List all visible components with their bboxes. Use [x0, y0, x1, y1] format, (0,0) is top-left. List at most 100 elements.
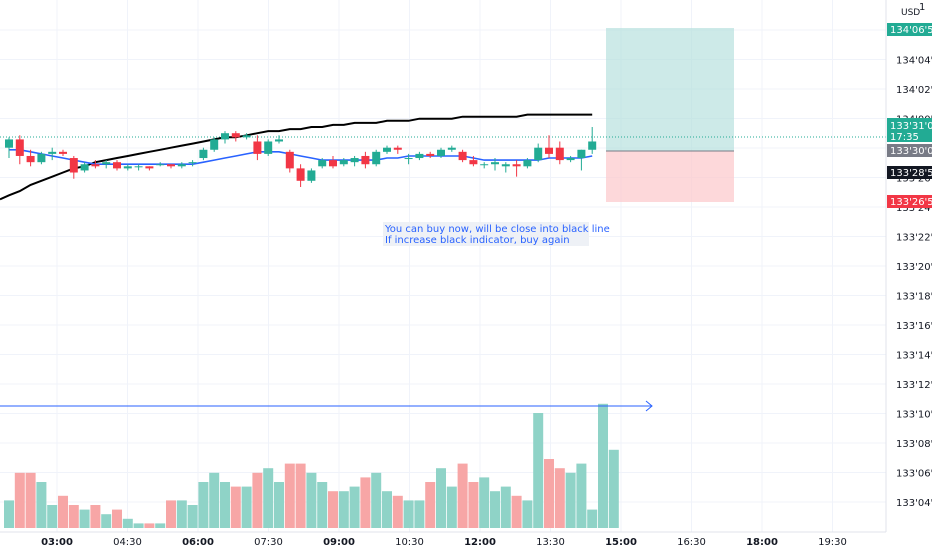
time-tick-label: 07:30 [254, 537, 283, 548]
candle-body[interactable] [123, 166, 132, 169]
target-zone[interactable] [606, 28, 734, 151]
stop1-price-tag [887, 166, 932, 179]
candle-body[interactable] [145, 166, 154, 169]
volume-bar [425, 482, 436, 528]
candle-body[interactable] [264, 141, 273, 154]
candle-body[interactable] [350, 158, 359, 163]
candle-body[interactable] [26, 155, 35, 163]
candle-body[interactable] [102, 162, 111, 165]
candle-body[interactable] [426, 153, 435, 156]
candle-body[interactable] [415, 153, 424, 159]
price-tick-label: 134'04'0 [896, 56, 932, 67]
candle-body[interactable] [512, 164, 521, 167]
price-axis[interactable]: 134'06'5134'04'0134'02'0134'00'0133'28'0… [885, 0, 932, 532]
candle-body[interactable] [339, 160, 348, 165]
volume-bar [263, 468, 274, 528]
candle-body[interactable] [318, 160, 327, 167]
candle-body[interactable] [296, 168, 305, 181]
volume-bar [79, 509, 90, 528]
candle-body[interactable] [167, 164, 175, 167]
volume-bar [133, 523, 144, 528]
candle-body[interactable] [372, 151, 381, 165]
volume-bar [122, 518, 133, 528]
candle-body[interactable] [231, 133, 240, 138]
volume-bar [338, 491, 349, 528]
candle-body[interactable] [534, 147, 543, 161]
volume-bar [479, 477, 490, 528]
candle-body[interactable] [329, 160, 337, 167]
volume-bar [112, 509, 122, 528]
stop-zone[interactable] [606, 151, 734, 202]
candle-body[interactable] [458, 151, 467, 161]
candle-body[interactable] [113, 162, 121, 169]
volume-bar [295, 463, 306, 528]
time-tick-label: 09:00 [323, 537, 355, 548]
candle-body[interactable] [210, 139, 219, 150]
volume-bar [500, 486, 511, 528]
candle-body[interactable] [437, 149, 445, 156]
volume-bar [306, 472, 317, 528]
candle-body[interactable] [59, 151, 67, 154]
candle-body[interactable] [156, 164, 165, 166]
candle-body[interactable] [188, 162, 197, 164]
volume-bars [4, 403, 619, 528]
candle-body[interactable] [221, 133, 229, 140]
price-tick-label: 134'02'0 [896, 85, 932, 96]
candle-body[interactable] [545, 147, 553, 154]
candle-body[interactable] [48, 151, 57, 154]
volume-bar [187, 505, 198, 528]
candle-body[interactable] [523, 160, 532, 167]
time-tick-label: 13:30 [536, 537, 565, 548]
candle-body[interactable] [275, 139, 283, 142]
price-tick-label: 133'20'0 [896, 262, 932, 273]
long-position-tool[interactable] [606, 28, 734, 202]
candles[interactable] [5, 127, 597, 187]
candle-body[interactable] [404, 158, 413, 160]
annotation-note[interactable]: You can buy now, will be close into blac… [383, 222, 610, 246]
candle-body[interactable] [480, 164, 489, 166]
time-tick-label: 03:00 [41, 537, 73, 548]
candle-body[interactable] [69, 158, 78, 173]
candle-body[interactable] [501, 164, 510, 167]
candle-body[interactable] [588, 141, 597, 150]
volume-bar [241, 486, 252, 528]
candle-body[interactable] [383, 147, 391, 152]
candle-body[interactable] [37, 153, 46, 163]
volume-bar [490, 491, 500, 528]
candle-body[interactable] [199, 149, 208, 159]
currency-label[interactable]: 1 USD [898, 2, 925, 18]
time-tick-label: 10:30 [395, 537, 424, 548]
black-indicator-line[interactable] [0, 113, 593, 201]
price-tick-label: 133'12'0 [896, 380, 932, 391]
candle-body[interactable] [285, 151, 294, 169]
time-axis[interactable]: 03:00 04:30 06:00 07:30 09:00 10:30 12:00 13:30… [0, 531, 886, 548]
candle-body[interactable] [5, 139, 13, 148]
candle-body[interactable] [555, 147, 564, 161]
candle-body[interactable] [469, 160, 478, 165]
candle-body[interactable] [134, 166, 143, 168]
candle-body[interactable] [253, 141, 262, 154]
volume-bar [587, 509, 598, 528]
volume-bar [436, 468, 446, 528]
annotation-line-1: You can buy now, will be close into blac… [384, 224, 610, 235]
candle-body[interactable] [15, 139, 24, 156]
candle-body[interactable] [242, 135, 251, 138]
volume-bar [209, 472, 220, 528]
time-tick-label: 16:30 [677, 537, 706, 548]
price-tick-label: 133'08'0 [896, 439, 932, 450]
candle-body[interactable] [177, 164, 186, 167]
candle-body[interactable] [577, 149, 586, 159]
candle-body[interactable] [80, 164, 89, 171]
volume-bar [349, 486, 360, 528]
candle-body[interactable] [447, 147, 456, 150]
candle-body[interactable] [393, 147, 402, 150]
candle-body[interactable] [566, 158, 575, 161]
trend-arrow[interactable] [0, 400, 653, 412]
candle-body[interactable] [361, 155, 370, 165]
top-tick-label: 1 [919, 2, 925, 13]
volume-bar [68, 505, 79, 528]
candle-body[interactable] [491, 162, 499, 165]
candle-body[interactable] [91, 164, 100, 167]
candle-body[interactable] [307, 170, 316, 181]
